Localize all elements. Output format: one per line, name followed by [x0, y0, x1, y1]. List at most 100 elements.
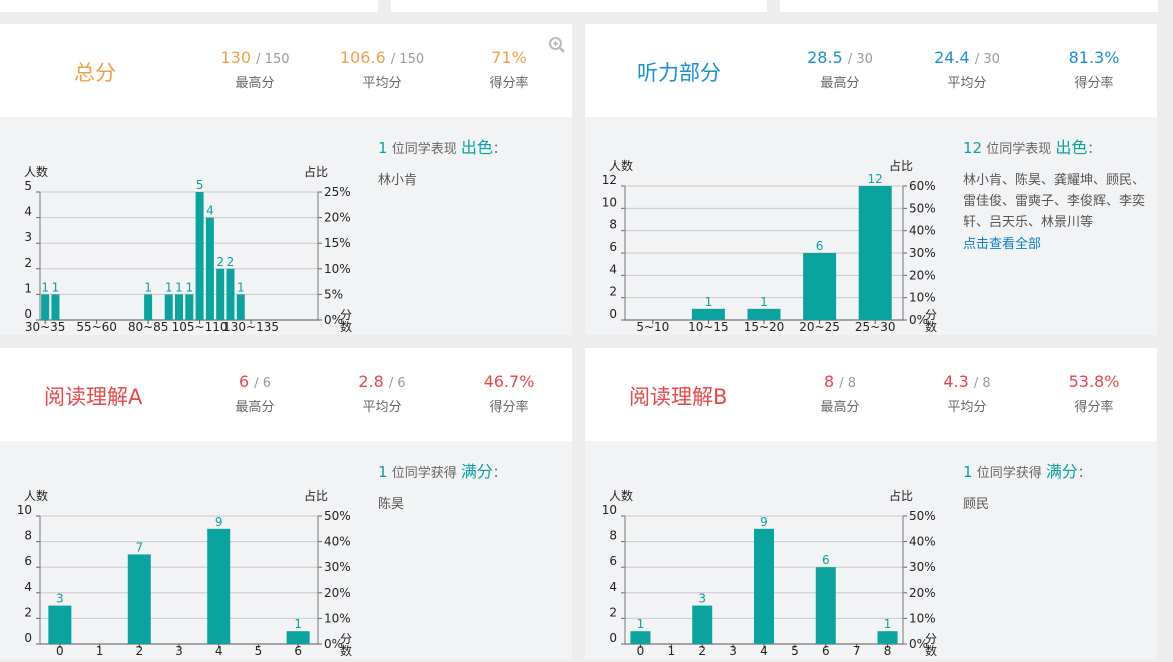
summary-count: 1 [963, 463, 973, 481]
y2-tick-label: 10% [909, 291, 936, 305]
x-tick-label: 6 [294, 644, 302, 658]
bar-data-label: 3 [56, 592, 64, 606]
bar-data-label: 9 [215, 515, 223, 529]
x-tick-label: 25~30 [855, 320, 896, 334]
y-axis-title: 人数 [24, 164, 48, 179]
stat-value: 8 / 8 [795, 372, 885, 391]
stat-label: 得分率 [489, 400, 529, 415]
histogram-bar [144, 294, 153, 320]
bar-data-label: 1 [52, 280, 60, 294]
y2-tick-label: 10% [324, 611, 351, 625]
bar-data-label: 6 [822, 553, 830, 567]
zoom-in-icon[interactable] [548, 36, 566, 54]
summary-text: 位同学获得 [976, 466, 1042, 481]
bar-data-label: 12 [868, 172, 883, 186]
stat-value: 24.4 / 30 [922, 48, 1012, 67]
distribution-chart: 人数 占比 0 0% 2 10% 4 20% 6 30% 8 40% 10 50% 12 60% 分数 1 1 6 12… [585, 117, 955, 335]
panel-title: 阅读理解A [44, 385, 143, 409]
summary-line: 1 位同学获得 满分： [963, 458, 1153, 482]
stat-max: / 150 [256, 52, 290, 67]
student-names: 顾民 [963, 497, 990, 512]
histogram-bar [207, 528, 231, 644]
x-unit-label: 分 [340, 308, 352, 322]
stat-value: 6 / 6 [210, 372, 300, 391]
summary-text: 位同学表现 [391, 142, 457, 157]
y2-tick-label: 30% [324, 560, 351, 574]
bar-data-label: 1 [41, 280, 49, 294]
y2-axis-title: 占比 [889, 488, 913, 503]
top-students-summary: 12 位同学表现 出色： 林小肯、陈昊、龚耀坤、顾民、雷佳俊、雷奭子、李俊辉、李奕… [963, 134, 1153, 252]
y-tick-label: 6 [609, 554, 617, 568]
panel-header: 听力部分 28.5 / 30 最高分 24.4 / 30 平均分 81.3% 得分率 [585, 24, 1157, 117]
bar-data-label: 1 [237, 280, 245, 294]
y2-tick-label: 10% [324, 262, 351, 276]
student-names: 林小肯、陈昊、龚耀坤、顾民、雷佳俊、雷奭子、李俊辉、李奕轩、吕天乐、林景川等 [963, 173, 1146, 230]
x-tick-label: 0 [56, 644, 64, 658]
top-card-stub [780, 0, 1158, 12]
distribution-chart: 人数 占比 0 0% 2 10% 4 20% 6 30% 8 40% 10 50% 分数 3 7 9 1 0 1 2 3 4 5… [0, 441, 370, 659]
stat-block: 2.8 / 6 平均分 [337, 372, 427, 415]
y2-tick-label: 40% [909, 224, 936, 238]
stat-block: 28.5 / 30 最高分 [795, 48, 885, 91]
stat-number: 53.8% [1068, 372, 1120, 391]
x-tick-label: 7 [853, 644, 861, 658]
histogram-bar [236, 294, 245, 320]
histogram-bar [41, 294, 50, 320]
y-tick-label: 4 [609, 262, 617, 276]
stat-block: 81.3% 得分率 [1049, 48, 1139, 91]
y2-tick-label: 30% [909, 560, 936, 574]
panel-title: 听力部分 [637, 61, 721, 85]
score-panel: 阅读理解A 6 / 6 最高分 2.8 / 6 平均分 46.7% 得分率 人数 占比 0 0% 2 1… [0, 348, 572, 659]
bar-data-label: 2 [227, 255, 235, 269]
histogram-bar [175, 294, 183, 320]
stat-number: 6 [238, 372, 250, 391]
stat-max: / 8 [839, 376, 857, 391]
top-card-stub [0, 0, 378, 12]
stat-number: 106.6 [339, 48, 386, 67]
panel-header: 阅读理解B 8 / 8 最高分 4.3 / 8 平均分 53.8% 得分率 [585, 348, 1157, 441]
histogram-bar [754, 528, 774, 644]
summary-colon: ： [1077, 466, 1091, 481]
x-tick-label: 4 [215, 644, 223, 658]
summary-count: 1 [378, 463, 388, 481]
stat-number: 46.7% [483, 372, 535, 391]
y2-tick-label: 15% [324, 236, 351, 250]
summary-colon: ： [1087, 142, 1101, 157]
bar-data-label: 1 [165, 280, 173, 294]
y2-tick-label: 50% [909, 509, 936, 523]
x-unit-label: 数 [340, 643, 352, 658]
x-unit-label: 分 [925, 632, 937, 646]
y-tick-label: 2 [24, 256, 32, 270]
y-tick-label: 10 [17, 503, 32, 517]
score-panel: 总分 130 / 150 最高分 106.6 / 150 平均分 71% 得分率 人数 占比 0 0… [0, 24, 572, 335]
histogram-bar [164, 294, 173, 320]
y2-tick-label: 20% [324, 586, 351, 600]
view-all-link[interactable]: 点击查看全部 [963, 237, 1042, 252]
stat-block: 4.3 / 8 平均分 [922, 372, 1012, 415]
summary-colon: ： [492, 142, 506, 157]
x-tick-label: 2 [698, 644, 706, 658]
summary-line: 1 位同学获得 满分： [378, 458, 568, 482]
bar-data-label: 1 [175, 280, 183, 294]
y-tick-label: 8 [609, 529, 617, 543]
x-unit-label: 数 [925, 319, 937, 334]
histogram-bar [51, 294, 60, 320]
bar-data-label: 1 [760, 295, 768, 309]
y2-axis-title: 占比 [889, 158, 913, 173]
stat-max: / 30 [974, 52, 1000, 67]
stat-label: 得分率 [489, 76, 529, 91]
y-tick-label: 8 [609, 218, 617, 232]
stat-value: 2.8 / 6 [337, 372, 427, 391]
y-tick-label: 2 [609, 285, 617, 299]
stat-block: 71% 得分率 [464, 48, 554, 91]
y-tick-label: 2 [24, 605, 32, 619]
histogram-bar [286, 631, 310, 644]
x-tick-label: 3 [729, 644, 737, 658]
histogram-bar [48, 605, 72, 644]
bar-data-label: 4 [206, 204, 214, 218]
y-tick-label: 1 [24, 281, 32, 295]
stat-label: 最高分 [820, 76, 860, 91]
histogram-bar [747, 308, 781, 320]
y2-tick-label: 10% [909, 611, 936, 625]
